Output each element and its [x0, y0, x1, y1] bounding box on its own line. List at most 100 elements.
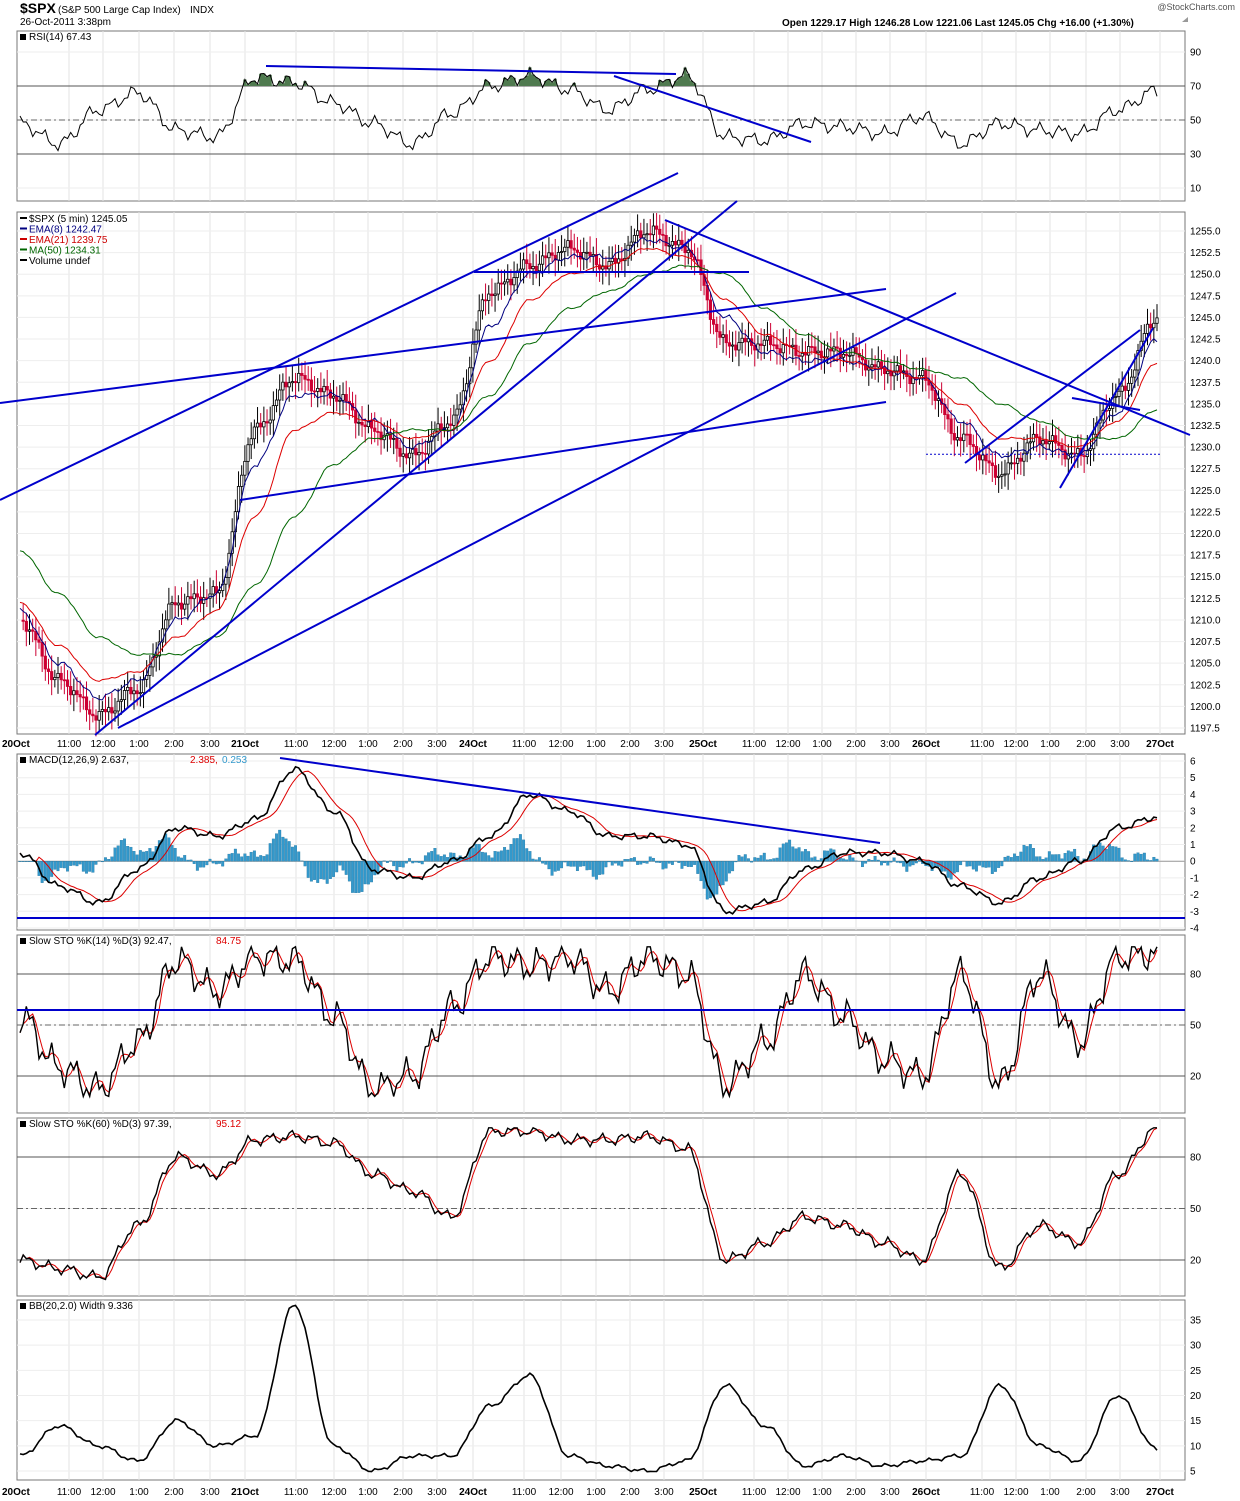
macd-histogram-bar	[1022, 844, 1026, 862]
macd-histogram-bar	[873, 855, 877, 862]
x-axis-label: 12:00	[90, 739, 115, 750]
macd-histogram-bar	[72, 861, 76, 866]
macd-histogram-bar	[480, 851, 484, 862]
macd-histogram-bar	[446, 857, 450, 862]
macd-histogram-bar	[335, 861, 339, 873]
price-candle-body	[287, 382, 291, 388]
x-axis-label: 2:00	[1076, 1487, 1096, 1498]
price-candle-body	[588, 251, 592, 257]
price-candle-body	[160, 628, 165, 643]
price-candle-body	[572, 247, 576, 251]
x-axis-label: 1:00	[586, 1487, 606, 1498]
price-candle-body	[56, 672, 60, 678]
macd-histogram-bar	[404, 861, 408, 864]
price-candle-body	[521, 259, 526, 270]
x-axis-label: 25Oct	[689, 1487, 717, 1498]
price-candle-body	[708, 299, 713, 320]
macd-histogram-bar	[439, 856, 443, 862]
macd-histogram-bar	[569, 861, 573, 867]
macd-histogram-bar	[617, 861, 621, 866]
price-candle-body	[550, 252, 554, 256]
macd-histogram-bar	[737, 855, 741, 862]
x-axis-label: 1:00	[129, 739, 149, 750]
macd-histogram-bar	[290, 846, 294, 862]
price-candle-body	[395, 437, 399, 449]
macd-histogram-bar	[626, 859, 630, 862]
macd-histogram-bar	[100, 861, 104, 863]
macd-histogram-bar	[911, 861, 915, 866]
price-candle-body	[585, 251, 589, 254]
macd-histogram-bar	[642, 861, 646, 864]
price-candle-body	[319, 388, 323, 393]
ohlc-summary: Open 1229.17 High 1246.28 Low 1221.06 La…	[782, 18, 1134, 29]
macd-histogram-bar	[21, 861, 25, 862]
price-candle-body	[1016, 457, 1020, 464]
macd-histogram-bar	[994, 861, 997, 872]
scroll-arrow-icon[interactable]	[1182, 17, 1188, 22]
price-candle-body	[88, 709, 92, 715]
price-candle-body	[965, 433, 969, 436]
macd-histogram-bar	[1066, 850, 1070, 862]
x-axis-label: 3:00	[880, 1487, 900, 1498]
macd-histogram-bar	[1139, 853, 1143, 862]
price-candle-body	[373, 427, 377, 432]
price-candle-body	[246, 444, 250, 462]
macd-histogram-bar	[531, 858, 535, 862]
x-axis-label: 11:00	[970, 739, 995, 750]
macd-histogram-bar	[740, 856, 744, 862]
price-candle-body	[69, 686, 73, 696]
sto60-legend-icon	[20, 1121, 26, 1127]
macd-histogram-bar	[1016, 855, 1020, 862]
sto60-k-line	[19, 1126, 1157, 1281]
price-candle-body	[971, 444, 975, 447]
macd-histogram-bar	[363, 861, 367, 885]
trendlines	[0, 65, 1191, 1011]
bb-tick-label: 20	[1190, 1391, 1202, 1402]
macd-histogram-bar	[189, 859, 193, 862]
macd-histogram-bar	[525, 848, 529, 862]
macd-histogram-bar	[192, 861, 196, 864]
price-candle-body	[265, 421, 269, 424]
macd-histogram-bar	[490, 857, 494, 862]
macd-histogram-bar	[1063, 853, 1067, 862]
price-candle-body	[75, 690, 79, 695]
macd-histogram-bar	[512, 838, 516, 862]
macd-histogram-bar	[832, 849, 836, 862]
price-candle-body	[316, 388, 320, 392]
macd-histogram-bar	[604, 861, 608, 868]
macd-histogram-bar	[281, 836, 285, 862]
macd-histogram-bar	[984, 861, 988, 868]
price-candle-body	[797, 355, 801, 357]
macd-histogram-bar	[1133, 853, 1137, 862]
price-tick-label: 1220.0	[1190, 529, 1221, 540]
trendline	[0, 288, 887, 404]
macd-histogram-bar	[807, 851, 811, 862]
x-axis-label: 11:00	[512, 1487, 537, 1498]
macd-histogram-bar	[971, 861, 975, 870]
price-tick-label: 1217.5	[1190, 551, 1221, 562]
sto14-tick-label: 80	[1190, 970, 1202, 981]
price-candle-body	[800, 352, 804, 357]
price-candle-body	[335, 395, 339, 402]
x-axis-label: 3:00	[654, 739, 674, 750]
macd-histogram-bar	[1101, 845, 1105, 862]
bb-panel	[16, 1299, 1186, 1481]
macd-signal-line	[19, 770, 1158, 912]
price-candle-body	[414, 448, 418, 456]
macd-histogram-bar	[1054, 854, 1058, 862]
macd-histogram-bar	[515, 838, 519, 862]
x-axis-label: 12:00	[548, 1487, 573, 1498]
price-candle-body	[759, 343, 763, 346]
price-candle-body	[1009, 462, 1013, 465]
macd-histogram-bar	[344, 861, 348, 875]
macd-histogram-bar	[1028, 844, 1032, 862]
macd-histogram-bar	[1098, 842, 1102, 862]
price-candle-body	[537, 263, 542, 272]
price-candle-body	[1120, 385, 1124, 392]
macd-histogram-bar	[240, 856, 244, 862]
sto60-d-line	[19, 1127, 1158, 1279]
macd-histogram-bar	[487, 855, 491, 862]
macd-histogram-bar	[148, 848, 152, 862]
macd-histogram-bar	[297, 851, 301, 862]
